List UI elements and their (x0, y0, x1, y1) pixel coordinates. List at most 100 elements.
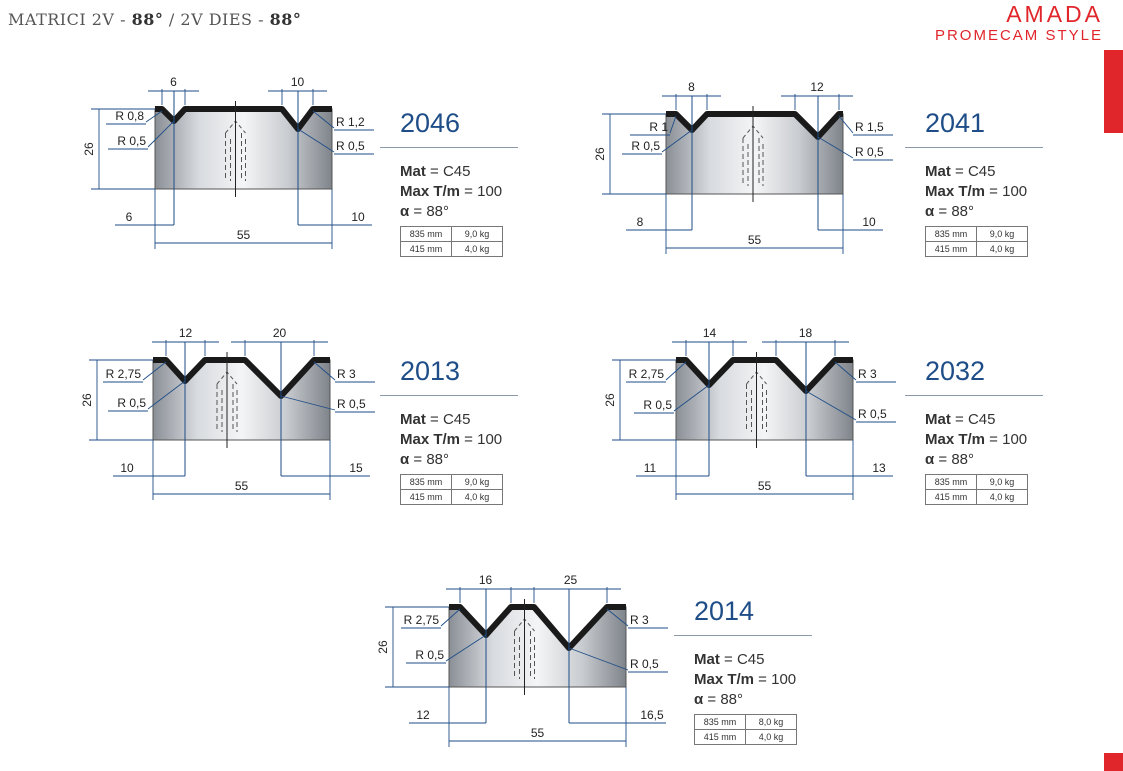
page-title: MATRICI 2V - 88° / 2V DIES - 88° (8, 10, 301, 29)
red-side-bar (1104, 50, 1123, 133)
brand-logo: AMADA PROMECAM STYLE (935, 2, 1103, 46)
dim-width: 55 (748, 233, 762, 247)
radius-bottom-left: R 0,5 (643, 398, 672, 412)
title-prefix: MATRICI 2V - (8, 10, 132, 29)
material-value: = C45 (719, 651, 765, 668)
angle-value: = 88° (934, 203, 975, 220)
angle-line: α = 88° (694, 690, 814, 710)
length-cell: 415 mm (925, 241, 977, 257)
die-code: 2046 (380, 108, 518, 148)
material-line: Mat = C45 (925, 162, 1045, 182)
material-value: = C45 (425, 411, 471, 428)
angle-value: = 88° (934, 451, 975, 468)
weight-cell: 4,0 kg (451, 489, 503, 505)
alpha-symbol: α (400, 203, 410, 220)
dim-bottom-right: 15 (349, 461, 363, 475)
alpha-symbol: α (925, 203, 935, 220)
radius-bottom-left: R 0,5 (415, 648, 444, 662)
radius-top-right: R 3 (337, 367, 356, 381)
angle-line: α = 88° (400, 202, 520, 222)
max-tonnage-value: = 100 (985, 183, 1028, 200)
radius-bottom-left: R 0,5 (631, 139, 660, 153)
material-line: Mat = C45 (400, 410, 520, 430)
angle-line: α = 88° (925, 202, 1045, 222)
max-tonnage-line: Max T/m = 100 (925, 182, 1045, 202)
angle-line: α = 88° (400, 450, 520, 470)
length-cell: 415 mm (400, 241, 452, 257)
red-corner-square (1104, 753, 1123, 771)
die-code: 2041 (905, 108, 1043, 148)
dim-width: 55 (758, 479, 772, 493)
max-tonnage-line: Max T/m = 100 (400, 430, 520, 450)
weight-table: 835 mm 8,0 kg 415 mm 4,0 kg (694, 714, 797, 745)
alpha-symbol: α (925, 451, 935, 468)
max-tonnage-line: Max T/m = 100 (925, 430, 1045, 450)
brand-name: AMADA (1006, 1, 1103, 27)
table-row: 835 mm 9,0 kg (925, 474, 1028, 490)
max-tonnage-label: Max T/m (694, 671, 755, 688)
max-tonnage-label: Max T/m (400, 431, 461, 448)
table-row: 415 mm 4,0 kg (694, 729, 797, 745)
weight-cell: 4,0 kg (451, 241, 503, 257)
radius-top-right: R 3 (630, 613, 649, 627)
weight-cell: 9,0 kg (451, 474, 503, 490)
dim-top-right: 12 (810, 80, 824, 94)
radius-bottom-left: R 0,5 (117, 396, 146, 410)
max-tonnage-value: = 100 (460, 431, 503, 448)
max-tonnage-label: Max T/m (925, 431, 986, 448)
dim-width: 55 (531, 726, 545, 740)
material-line: Mat = C45 (400, 162, 520, 182)
angle-line: α = 88° (925, 450, 1045, 470)
dim-top-left: 14 (703, 326, 717, 340)
material-value: = C45 (425, 163, 471, 180)
dim-height: 26 (593, 147, 607, 161)
dim-top-right: 20 (273, 326, 287, 340)
material-label: Mat (925, 411, 951, 428)
material-label: Mat (400, 411, 426, 428)
max-tonnage-value: = 100 (754, 671, 797, 688)
max-tonnage-line: Max T/m = 100 (400, 182, 520, 202)
angle-value: = 88° (703, 691, 744, 708)
material-label: Mat (400, 163, 426, 180)
length-cell: 835 mm (694, 714, 746, 730)
radius-top-right: R 1,2 (336, 115, 365, 129)
title-angle-2: 88° (269, 10, 302, 29)
dim-top-right: 10 (291, 75, 305, 89)
max-tonnage-value: = 100 (985, 431, 1028, 448)
die-spec-panel: 2032 Mat = C45 Max T/m = 100 α = 88° 835… (905, 356, 1045, 505)
length-cell: 415 mm (694, 729, 746, 745)
dim-bottom-right: 13 (872, 461, 886, 475)
radius-top-left: R 2,75 (404, 613, 440, 627)
dim-height: 26 (82, 142, 96, 156)
table-row: 835 mm 8,0 kg (694, 714, 797, 730)
die-code: 2014 (674, 596, 812, 636)
weight-cell: 8,0 kg (745, 714, 797, 730)
material-line: Mat = C45 (925, 410, 1045, 430)
die-top-profile (155, 106, 332, 132)
max-tonnage-label: Max T/m (925, 183, 986, 200)
dim-bottom-left: 8 (637, 215, 644, 229)
die-code: 2013 (380, 356, 518, 396)
die-code: 2032 (905, 356, 1043, 396)
dim-height: 26 (80, 393, 94, 407)
dim-top-left: 6 (170, 75, 177, 89)
weight-cell: 4,0 kg (745, 729, 797, 745)
max-tonnage-label: Max T/m (400, 183, 461, 200)
table-row: 415 mm 4,0 kg (400, 489, 503, 505)
table-row: 835 mm 9,0 kg (925, 226, 1028, 242)
table-row: 415 mm 4,0 kg (400, 241, 503, 257)
dim-bottom-left: 11 (644, 461, 657, 475)
material-value: = C45 (950, 163, 996, 180)
dim-bottom-right: 10 (862, 215, 876, 229)
die-spec-panel: 2013 Mat = C45 Max T/m = 100 α = 88° 835… (380, 356, 520, 505)
angle-value: = 88° (409, 451, 450, 468)
dim-bottom-right: 10 (351, 210, 365, 224)
radius-bottom-right: R 0,5 (855, 145, 884, 159)
material-value: = C45 (950, 411, 996, 428)
dim-top-right: 25 (564, 573, 578, 587)
die-top-profile (449, 604, 626, 651)
